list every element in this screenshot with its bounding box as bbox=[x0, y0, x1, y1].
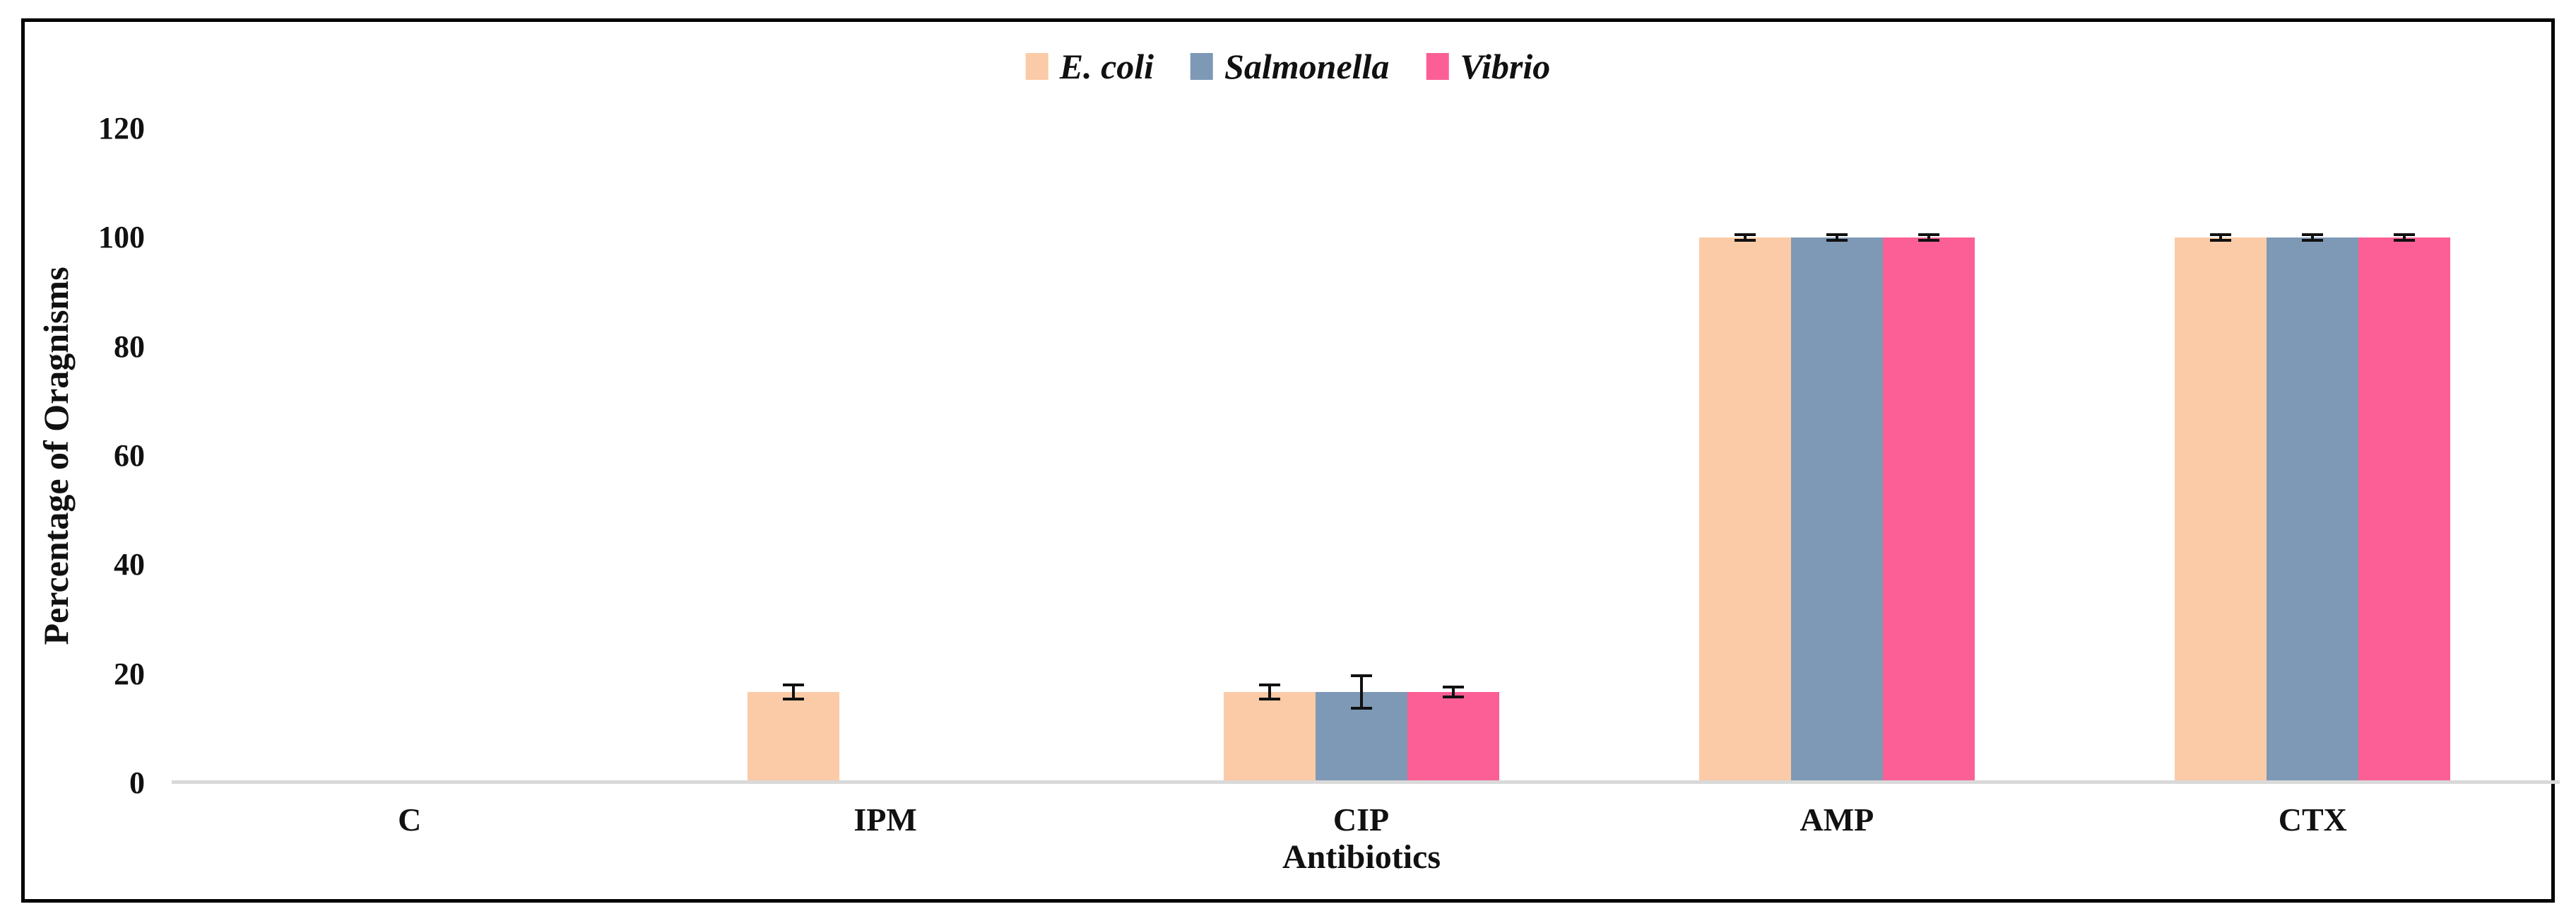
x-axis-title: Antibiotics bbox=[1282, 838, 1441, 876]
error-bar-cap bbox=[1918, 239, 1939, 242]
legend: E. coli Salmonella Vibrio bbox=[1025, 47, 1550, 86]
bar-salmonella-ctx bbox=[2267, 237, 2359, 783]
error-bar-cap bbox=[2210, 233, 2232, 237]
x-category-label-amp: AMP bbox=[1800, 802, 1874, 838]
y-tick-label: 40 bbox=[114, 547, 145, 582]
error-bar-cap bbox=[2394, 239, 2416, 242]
x-category-label-ctx: CTX bbox=[2278, 802, 2347, 838]
error-bar-cap bbox=[1442, 696, 1464, 699]
y-tick-label: 80 bbox=[114, 329, 145, 364]
error-bar-cap bbox=[1258, 698, 1280, 701]
plot-area bbox=[172, 129, 2551, 783]
y-tick-label: 60 bbox=[114, 438, 145, 473]
error-bar bbox=[2311, 235, 2315, 241]
legend-swatch-icon bbox=[1190, 53, 1214, 80]
error-bar-cap bbox=[1734, 233, 1756, 237]
bar-salmonella-amp bbox=[1790, 237, 1883, 783]
error-bar-cap bbox=[1734, 239, 1756, 242]
error-bar bbox=[792, 685, 796, 700]
error-bar-cap bbox=[1826, 233, 1848, 237]
legend-swatch-icon bbox=[1025, 53, 1048, 80]
legend-label: Vibrio bbox=[1460, 47, 1551, 86]
y-tick-label: 100 bbox=[98, 220, 145, 255]
y-tick-label: 0 bbox=[129, 765, 145, 800]
error-bar-cap bbox=[783, 698, 805, 701]
legend-label: E. coli bbox=[1059, 47, 1154, 86]
error-bar bbox=[2219, 235, 2223, 241]
error-bar-cap bbox=[783, 684, 805, 687]
error-bar bbox=[1835, 235, 1838, 241]
bar-vibrio-ctx bbox=[2358, 237, 2451, 783]
error-bar bbox=[1268, 685, 1271, 700]
x-axis-line bbox=[172, 780, 2560, 784]
error-bar bbox=[1359, 675, 1363, 709]
bar-ecoli-ipm bbox=[748, 692, 840, 783]
x-category-label-ipm: IPM bbox=[853, 802, 917, 838]
legend-item-3: Vibrio bbox=[1426, 49, 1550, 84]
bar-ecoli-ctx bbox=[2175, 237, 2267, 783]
x-category-label-c: C bbox=[398, 802, 422, 838]
error-bar-cap bbox=[1442, 686, 1464, 689]
chart-frame: E. coli Salmonella Vibrio Percentage of Or… bbox=[21, 18, 2560, 903]
error-bar-cap bbox=[1826, 239, 1848, 242]
legend-item-2: Salmonella bbox=[1190, 49, 1389, 84]
bar-ecoli-amp bbox=[1698, 237, 1791, 783]
error-bar-cap bbox=[1350, 707, 1372, 710]
error-bar bbox=[1451, 687, 1455, 698]
legend-label: Salmonella bbox=[1224, 47, 1390, 86]
error-bar-cap bbox=[2210, 239, 2232, 242]
legend-item-1: E. coli bbox=[1025, 47, 1154, 86]
error-bar-cap bbox=[2302, 233, 2324, 237]
error-bar-cap bbox=[2302, 239, 2324, 242]
error-bar-cap bbox=[1258, 684, 1280, 687]
error-bar-cap bbox=[1350, 674, 1372, 677]
x-category-label-cip: CIP bbox=[1333, 802, 1390, 838]
bar-ecoli-cip bbox=[1223, 692, 1316, 783]
error-bar-cap bbox=[1918, 233, 1939, 237]
error-bar-cap bbox=[2394, 233, 2416, 237]
error-bar bbox=[1927, 235, 1930, 241]
legend-swatch-icon bbox=[1426, 53, 1449, 80]
y-tick-label: 120 bbox=[98, 111, 145, 146]
bar-vibrio-amp bbox=[1882, 237, 1975, 783]
error-bar bbox=[2403, 235, 2406, 241]
bar-vibrio-cip bbox=[1407, 692, 1499, 783]
y-tick-label: 20 bbox=[114, 656, 145, 691]
error-bar bbox=[1743, 235, 1747, 241]
